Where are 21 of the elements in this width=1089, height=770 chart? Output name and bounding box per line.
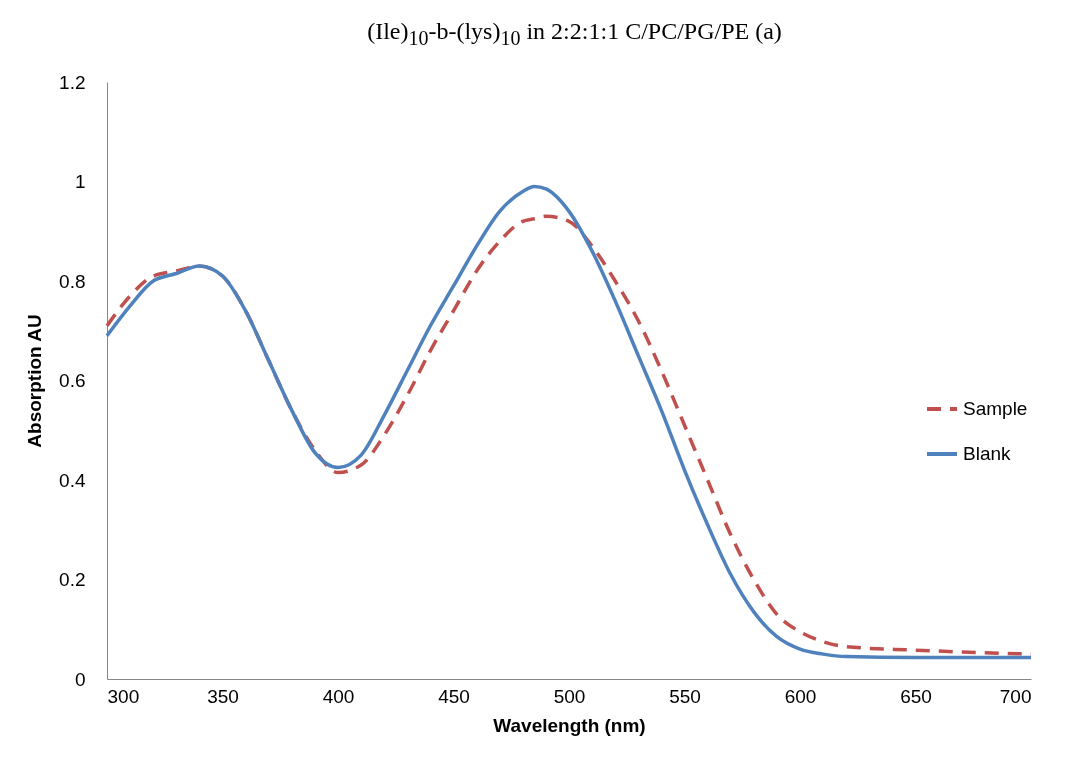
y-tick-label: 1.2 [59, 71, 86, 93]
x-tick-label: 650 [900, 685, 932, 707]
x-tick-label: 700 [999, 685, 1032, 707]
chart-title: (Ile)$_{10}$-b-(lys)$_{10}$ in 2:2:1:1 C/PC/PG/PE (a) [366, 17, 783, 51]
y-tick-label: 0.2 [59, 569, 86, 590]
legend-label: Sample [963, 398, 1028, 419]
x-axis-title: Wavelength (nm) [493, 714, 646, 736]
legend-label: Blank [963, 443, 1012, 464]
x-tick-label: 550 [669, 685, 701, 707]
y-tick-label: 0 [74, 668, 86, 690]
x-tick-label: 600 [784, 685, 817, 707]
x-tick-label: 500 [553, 685, 586, 707]
x-tick-label: 300 [107, 685, 140, 707]
x-tick-label: 400 [322, 685, 355, 707]
y-axis-title: Absorption AU [24, 314, 46, 448]
x-tick-label: 350 [207, 685, 239, 707]
y-tick-label: 0.4 [59, 469, 86, 491]
y-tick-label: 1 [74, 171, 86, 192]
y-tick-label: 0.6 [59, 370, 86, 391]
x-tick-label: 450 [438, 685, 470, 707]
y-tick-label: 0.8 [59, 270, 86, 292]
